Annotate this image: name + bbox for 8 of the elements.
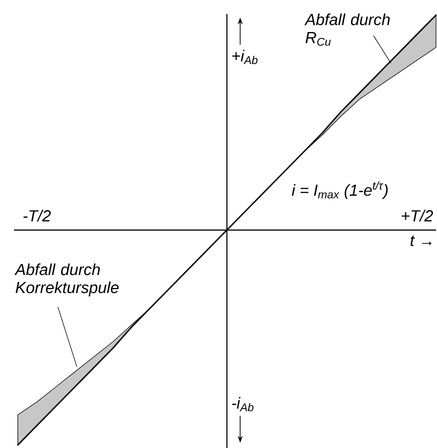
x-tick-label: -T/2 xyxy=(23,210,51,222)
annotation: Abfall durch Korrekturspule xyxy=(14,263,119,296)
annotation: i = I$_{max}$ (1-e$^{t/τ}$) xyxy=(292,181,388,200)
y-axis-title: +i$_{Ab}$ xyxy=(232,50,258,64)
annotation: -i$_{Ab}$ xyxy=(232,397,254,412)
x-tick-label: +T/2 xyxy=(402,210,433,222)
x-axis-title: t → xyxy=(410,236,432,246)
annotation: Abfall durch R$_{Cu}$ xyxy=(304,13,390,46)
